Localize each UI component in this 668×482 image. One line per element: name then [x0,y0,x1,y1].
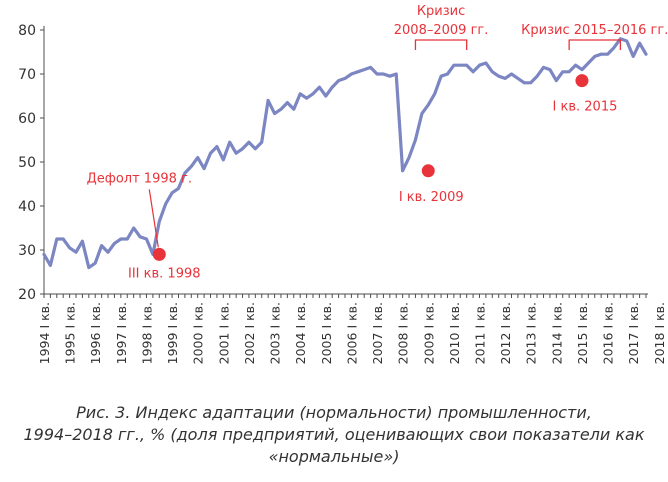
crisis-label: Кризис 2015–2016 гг. [521,23,668,38]
crisis-bracket [414,39,468,50]
x-tick-label: 2013 I кв. [524,302,539,364]
y-tick-label: 40 [18,199,36,215]
y-tick-label: 30 [18,243,36,259]
marker-sublabel: I кв. 2009 [399,190,464,205]
y-tick-label: 60 [18,111,36,127]
x-tick-label: 2003 I кв. [268,302,283,364]
crisis-label: Кризис [417,4,465,19]
marker-sublabel: I кв. 2015 [553,100,618,115]
highlight-marker [575,74,589,88]
x-tick-label: 1994 I кв. [37,302,52,364]
marker-pointer [148,189,159,248]
crisis-label: 2008–2009 гг. [394,23,489,38]
x-tick-label: 2018 I кв. [652,302,667,364]
x-tick-label: 2002 I кв. [242,302,257,364]
y-tick-label: 20 [18,287,36,303]
x-tick-label: 2011 I кв. [472,302,487,364]
x-tick-label: 2014 I кв. [549,302,564,364]
x-tick-label: 1997 I кв. [114,302,129,364]
x-tick-label: 2016 I кв. [601,302,616,364]
x-tick-label: 1999 I кв. [165,302,180,364]
x-tick-label: 2010 I кв. [447,302,462,364]
y-tick-label: 50 [18,155,36,171]
x-tick-label: 2009 I кв. [421,302,436,364]
x-tick-label: 2000 I кв. [191,302,206,364]
figure-caption: Рис. 3. Индекс адаптации (нормальности) … [0,402,668,468]
highlight-marker [421,164,435,178]
marker-label: Дефолт 1998 г. [87,171,192,186]
x-tick-label: 2004 I кв. [293,302,308,364]
caption-line-3: «нормальные») [268,447,400,466]
caption-line-2: 1994–2018 гг., % (доля предприятий, оцен… [23,425,645,444]
line-chart: 20 30 40 50 60 70 80 1994 I кв. 1995 I кв. 1996 I… [18,4,668,364]
x-tick-label: 2007 I кв. [370,302,385,364]
y-tick-label: 70 [18,67,36,83]
x-tick-label: 2012 I кв. [498,302,513,364]
caption-line-1: Рис. 3. Индекс адаптации (нормальности) … [76,403,592,422]
x-tick-label: 2017 I кв. [626,302,641,364]
x-tick-label: 1995 I кв. [63,302,78,364]
series-line [42,37,648,270]
x-tick-label: 1998 I кв. [139,302,154,364]
x-tick-label: 2008 I кв. [396,302,411,364]
x-tick-label: 2005 I кв. [319,302,334,364]
y-tick-label: 80 [18,23,36,39]
x-tick-label: 1996 I кв. [88,302,103,364]
marker-sublabel: III кв. 1998 [128,266,201,281]
x-tick-label: 2006 I кв. [344,302,359,364]
highlight-marker [152,247,166,261]
x-tick-label: 2001 I кв. [216,302,231,364]
crisis-bracket [568,39,622,50]
x-tick-label: 2015 I кв. [575,302,590,364]
